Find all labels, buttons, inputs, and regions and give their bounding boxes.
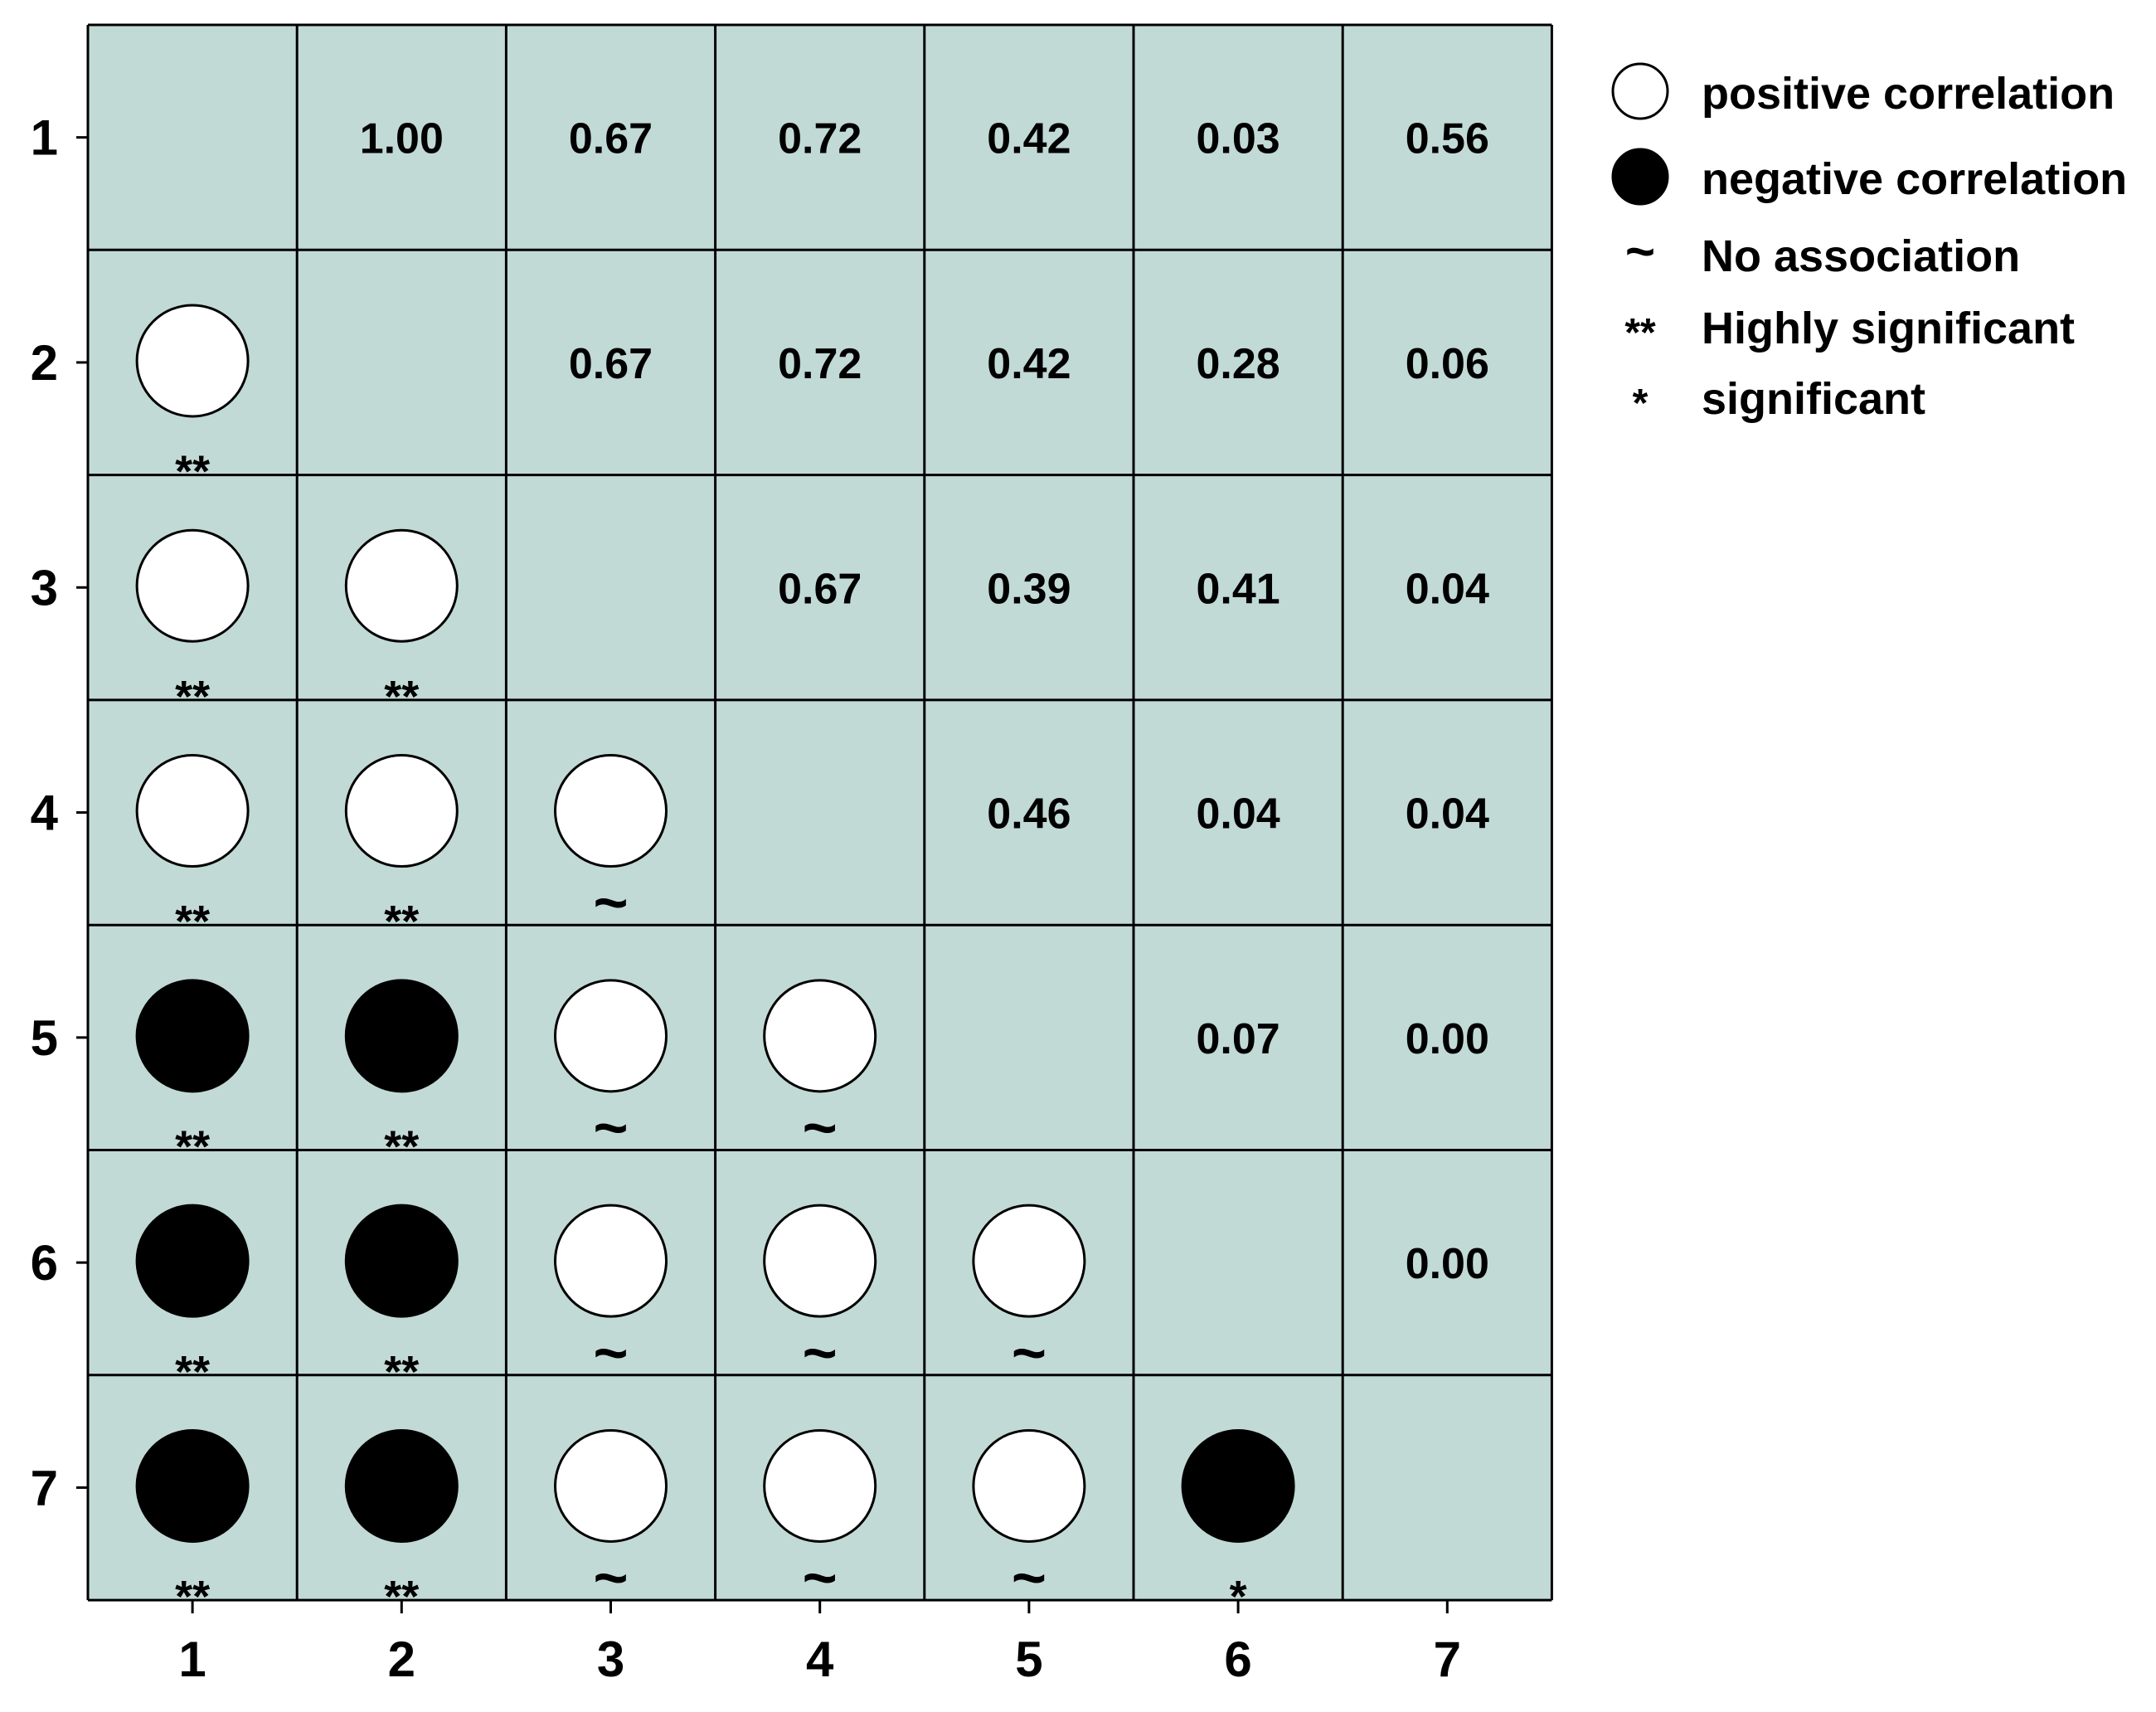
x-tick-label: 1 xyxy=(178,1632,206,1687)
legend-label: positive correlation xyxy=(1702,69,2115,119)
x-tick-label: 7 xyxy=(1434,1632,1461,1687)
significance-label: ~ xyxy=(593,1320,628,1387)
significance-label: ~ xyxy=(803,1096,838,1162)
positive-correlation-marker xyxy=(763,979,877,1093)
cell-value-label: 0.67 xyxy=(778,565,862,613)
significance-label: ** xyxy=(384,1122,419,1172)
matrix-markers: 1.00 0.67 0.72 0.42 0.03 0.56 0.67 0.72 0.42 0.28… xyxy=(135,115,1489,1622)
y-tick-label: 2 xyxy=(31,335,58,391)
matrix-background xyxy=(88,25,1552,1601)
cell-value-label: 0.46 xyxy=(987,790,1071,839)
legend-symbol: * xyxy=(1633,382,1649,426)
positive-correlation-marker xyxy=(554,979,668,1093)
legend-label: No association xyxy=(1702,231,2020,281)
positive-correlation-marker xyxy=(763,1428,877,1543)
y-tick-label: 7 xyxy=(31,1460,58,1515)
significance-label: ** xyxy=(384,1347,419,1397)
positive-correlation-marker xyxy=(554,1204,668,1318)
legend: positive correlation negative correlation… xyxy=(1611,62,2127,426)
significance-label: ** xyxy=(175,897,210,946)
y-tick-label: 1 xyxy=(31,110,58,166)
cell-value-label: 0.00 xyxy=(1406,1240,1489,1288)
legend-symbol: ** xyxy=(1624,311,1656,355)
significance-label: * xyxy=(1230,1572,1247,1622)
cell-value-label: 0.72 xyxy=(778,115,862,163)
cell-value-label: 0.72 xyxy=(778,340,862,388)
positive-correlation-marker xyxy=(972,1204,1086,1318)
positive-correlation-marker xyxy=(135,754,250,868)
negative-correlation-marker xyxy=(1181,1428,1295,1543)
significance-label: ** xyxy=(175,672,210,722)
negative-correlation-marker xyxy=(135,1204,250,1318)
legend-symbol: ~ xyxy=(1625,223,1655,280)
legend-label: significant xyxy=(1702,374,1925,424)
y-tick-label: 3 xyxy=(31,560,58,615)
significance-label: ** xyxy=(384,672,419,722)
negative-correlation-marker xyxy=(344,1428,459,1543)
y-tick-label: 6 xyxy=(31,1235,58,1291)
positive-correlation-marker xyxy=(135,528,250,643)
significance-label: ** xyxy=(175,1572,210,1622)
x-tick-label: 6 xyxy=(1224,1632,1251,1687)
y-tick-label: 5 xyxy=(31,1010,58,1066)
positive-correlation-marker xyxy=(135,304,250,418)
x-tick-label: 2 xyxy=(388,1632,415,1687)
positive-correlation-marker xyxy=(554,1428,668,1543)
positive-correlation-marker xyxy=(972,1428,1086,1543)
legend-filled-circle-icon xyxy=(1611,148,1669,206)
y-tick-label: 4 xyxy=(31,785,59,841)
cell-value-label: 0.04 xyxy=(1196,790,1280,839)
significance-label: ~ xyxy=(593,1096,628,1162)
positive-correlation-marker xyxy=(344,528,459,643)
cell-value-label: 0.56 xyxy=(1406,115,1489,163)
matrix-cells xyxy=(86,23,1553,1602)
positive-correlation-marker xyxy=(344,754,459,868)
significance-label: ~ xyxy=(803,1320,838,1387)
cell-value-label: 0.28 xyxy=(1196,340,1280,388)
cell-value-label: 0.42 xyxy=(987,340,1071,388)
significance-label: ~ xyxy=(1012,1320,1046,1387)
cell-value-label: 0.39 xyxy=(987,565,1071,613)
x-tick-label: 5 xyxy=(1015,1632,1042,1687)
cell-value-label: 1.00 xyxy=(360,115,444,163)
cell-value-label: 0.07 xyxy=(1196,1015,1280,1063)
negative-correlation-marker xyxy=(344,1204,459,1318)
significance-label: ** xyxy=(384,897,419,946)
cell-value-label: 0.42 xyxy=(987,115,1071,163)
cell-value-label: 0.41 xyxy=(1196,565,1280,613)
negative-correlation-marker xyxy=(344,979,459,1093)
significance-label: ** xyxy=(175,1122,210,1172)
x-tick-label: 3 xyxy=(597,1632,624,1687)
positive-correlation-marker xyxy=(763,1204,877,1318)
legend-open-circle-icon xyxy=(1611,62,1669,120)
cell-value-label: 0.04 xyxy=(1406,565,1489,613)
significance-label: ** xyxy=(384,1572,419,1622)
legend-label: Highly significant xyxy=(1702,304,2075,353)
significance-label: ** xyxy=(175,447,210,497)
significance-label: ~ xyxy=(593,870,628,936)
cell-value-label: 0.00 xyxy=(1406,1015,1489,1063)
cell-value-label: 0.06 xyxy=(1406,340,1489,388)
positive-correlation-marker xyxy=(554,754,668,868)
significance-label: ** xyxy=(175,1347,210,1397)
cell-value-label: 0.04 xyxy=(1406,790,1489,839)
cell-value-label: 0.67 xyxy=(569,340,653,388)
x-tick-label: 4 xyxy=(806,1632,834,1687)
cell-value-label: 0.67 xyxy=(569,115,653,163)
negative-correlation-marker xyxy=(135,979,250,1093)
cell-value-label: 0.03 xyxy=(1196,115,1280,163)
legend-label: negative correlation xyxy=(1702,154,2127,204)
matrix-axes: 1 2 3 4 5 6 7 1 2 3 4 5 6 7 xyxy=(31,110,1461,1687)
negative-correlation-marker xyxy=(135,1428,250,1543)
